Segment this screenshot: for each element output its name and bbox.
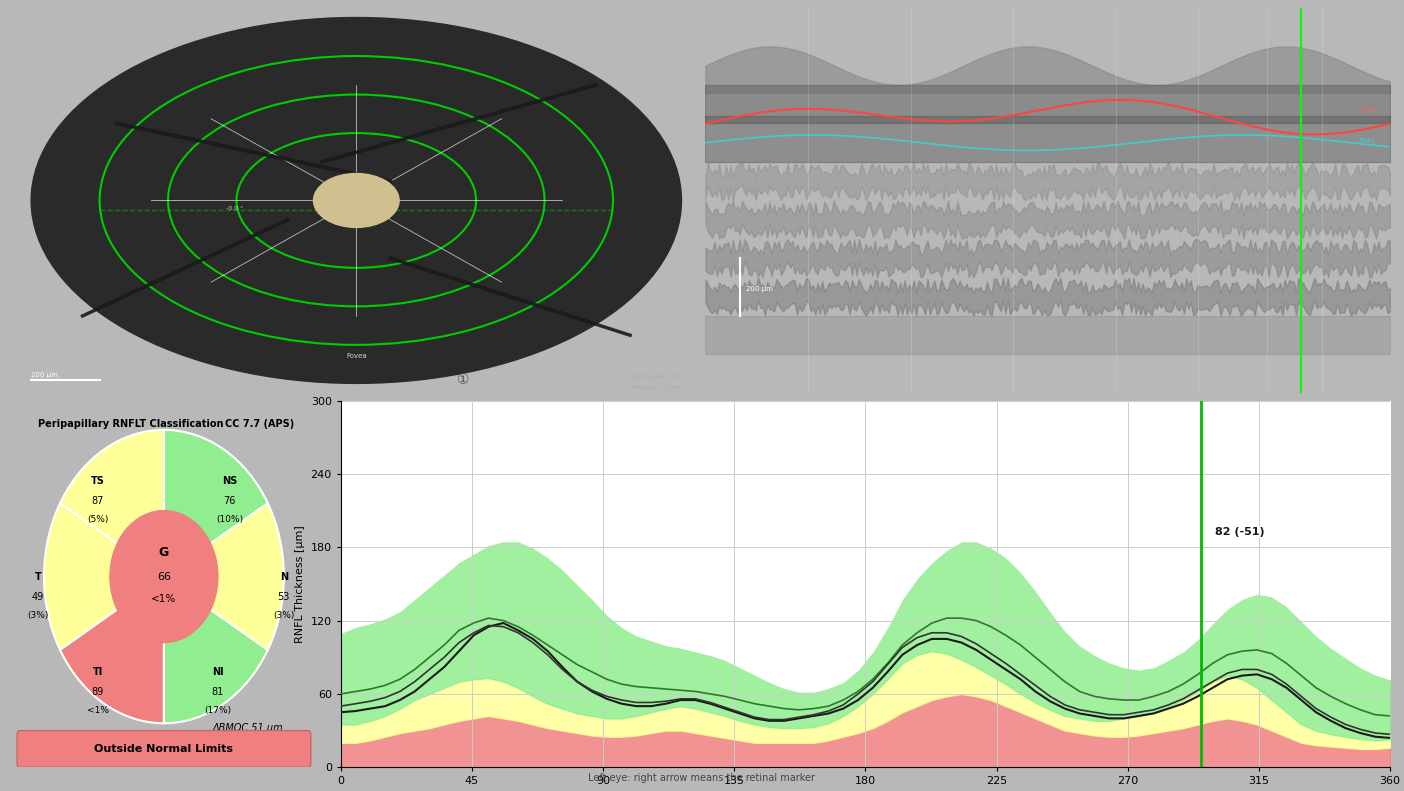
Text: 49: 49 xyxy=(32,592,44,602)
Wedge shape xyxy=(164,577,268,723)
Text: NI: NI xyxy=(212,667,223,677)
Text: TI: TI xyxy=(93,667,102,677)
Text: N: N xyxy=(279,572,288,581)
Text: (5%): (5%) xyxy=(87,515,108,524)
Text: (3%): (3%) xyxy=(27,611,49,619)
Text: TS: TS xyxy=(91,476,105,486)
Text: CC 7.7 (APS): CC 7.7 (APS) xyxy=(225,419,295,429)
Text: 66: 66 xyxy=(157,572,171,581)
Text: 200 µm: 200 µm xyxy=(31,372,58,377)
Text: Peripapillary RNFLT Classification: Peripapillary RNFLT Classification xyxy=(38,419,223,429)
Text: Disc Diameter 5 mm: Disc Diameter 5 mm xyxy=(630,373,681,379)
Text: 81: 81 xyxy=(212,687,225,697)
Wedge shape xyxy=(60,577,164,723)
Text: <1%: <1% xyxy=(87,706,110,715)
Wedge shape xyxy=(164,503,284,650)
Ellipse shape xyxy=(313,173,399,227)
Text: 200 µm: 200 µm xyxy=(747,286,774,292)
Text: Left eye: right arrow means the retinal marker: Left eye: right arrow means the retinal … xyxy=(588,773,816,783)
Text: ①: ① xyxy=(458,373,469,387)
Text: 0.00: 0.00 xyxy=(1360,107,1376,113)
Wedge shape xyxy=(164,430,268,577)
Text: Fovea: Fovea xyxy=(345,354,366,359)
Wedge shape xyxy=(60,430,164,577)
Text: T: T xyxy=(35,572,41,581)
Text: (10%): (10%) xyxy=(216,515,243,524)
Text: 76: 76 xyxy=(223,497,236,506)
FancyBboxPatch shape xyxy=(17,731,310,767)
Circle shape xyxy=(110,510,218,642)
Y-axis label: RNFL Thickness [µm]: RNFL Thickness [µm] xyxy=(295,525,305,643)
Text: -0.0 °: -0.0 ° xyxy=(226,206,243,211)
Text: Outside Normal Limits: Outside Normal Limits xyxy=(94,744,233,754)
Text: (3%): (3%) xyxy=(274,611,295,619)
Wedge shape xyxy=(44,503,164,650)
Text: (17%): (17%) xyxy=(205,706,232,715)
Text: <1%: <1% xyxy=(152,593,177,604)
Text: ΔBMOC 51 µm: ΔBMOC 51 µm xyxy=(212,723,284,732)
Text: 53: 53 xyxy=(278,592,291,602)
Text: 87: 87 xyxy=(91,497,104,506)
Text: RNFL: RNFL xyxy=(1359,138,1376,144)
Text: G: G xyxy=(159,547,168,559)
Text: BMO Area 1.77 mm²: BMO Area 1.77 mm² xyxy=(632,385,681,390)
Ellipse shape xyxy=(31,17,681,384)
Text: 89: 89 xyxy=(91,687,104,697)
Text: 82 (-51): 82 (-51) xyxy=(1214,527,1265,537)
Text: NS: NS xyxy=(222,476,237,486)
